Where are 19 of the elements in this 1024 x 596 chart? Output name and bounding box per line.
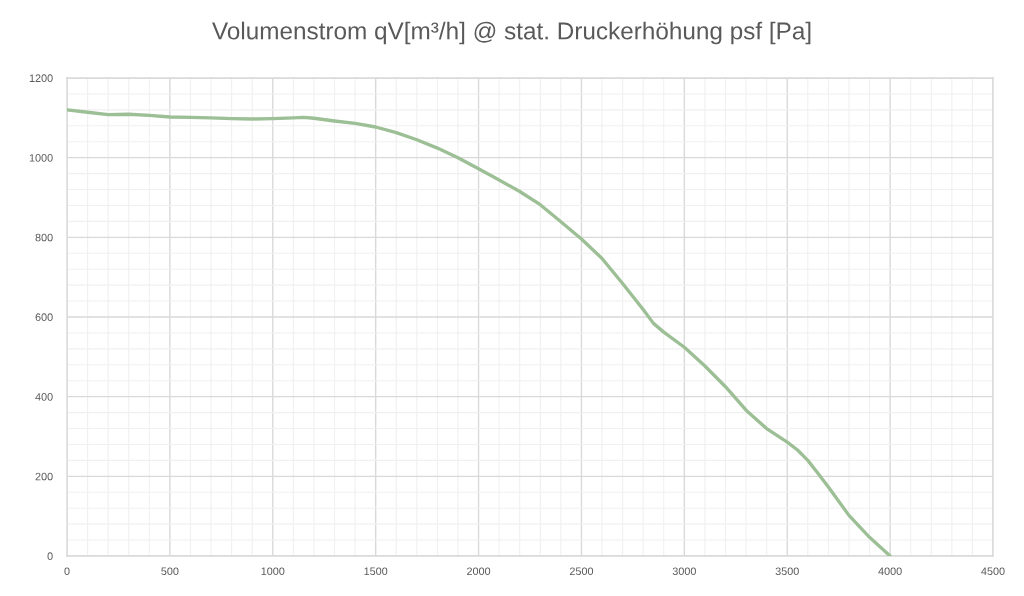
y-tick-label: 400 xyxy=(35,393,53,401)
chart-title: Volumenstrom qV[m³/h] @ stat. Druckerhöhung psf [Pa] xyxy=(212,21,811,45)
y-tick-label: 800 xyxy=(35,233,53,242)
y-tick-label: 0 xyxy=(47,552,53,561)
x-tick-label: 500 xyxy=(161,567,179,576)
x-tick-label: 1500 xyxy=(364,567,388,576)
line-series xyxy=(67,108,892,556)
y-tick-label: 600 xyxy=(35,313,53,322)
x-tick-label: 4500 xyxy=(981,567,1005,576)
x-tick-label: 0 xyxy=(64,567,70,576)
x-tick-label: 1000 xyxy=(261,567,285,576)
x-tick-label: 2500 xyxy=(569,567,594,576)
y-tick-label: 200 xyxy=(35,472,53,481)
y-tick-label: 1200 xyxy=(29,74,53,83)
x-tick-label: 3500 xyxy=(775,567,799,576)
y-tick-label: 1000 xyxy=(29,154,53,162)
x-tick-label: 2000 xyxy=(467,567,491,576)
x-tick-label: 3000 xyxy=(672,567,696,576)
x-tick-label: 4000 xyxy=(878,567,902,576)
